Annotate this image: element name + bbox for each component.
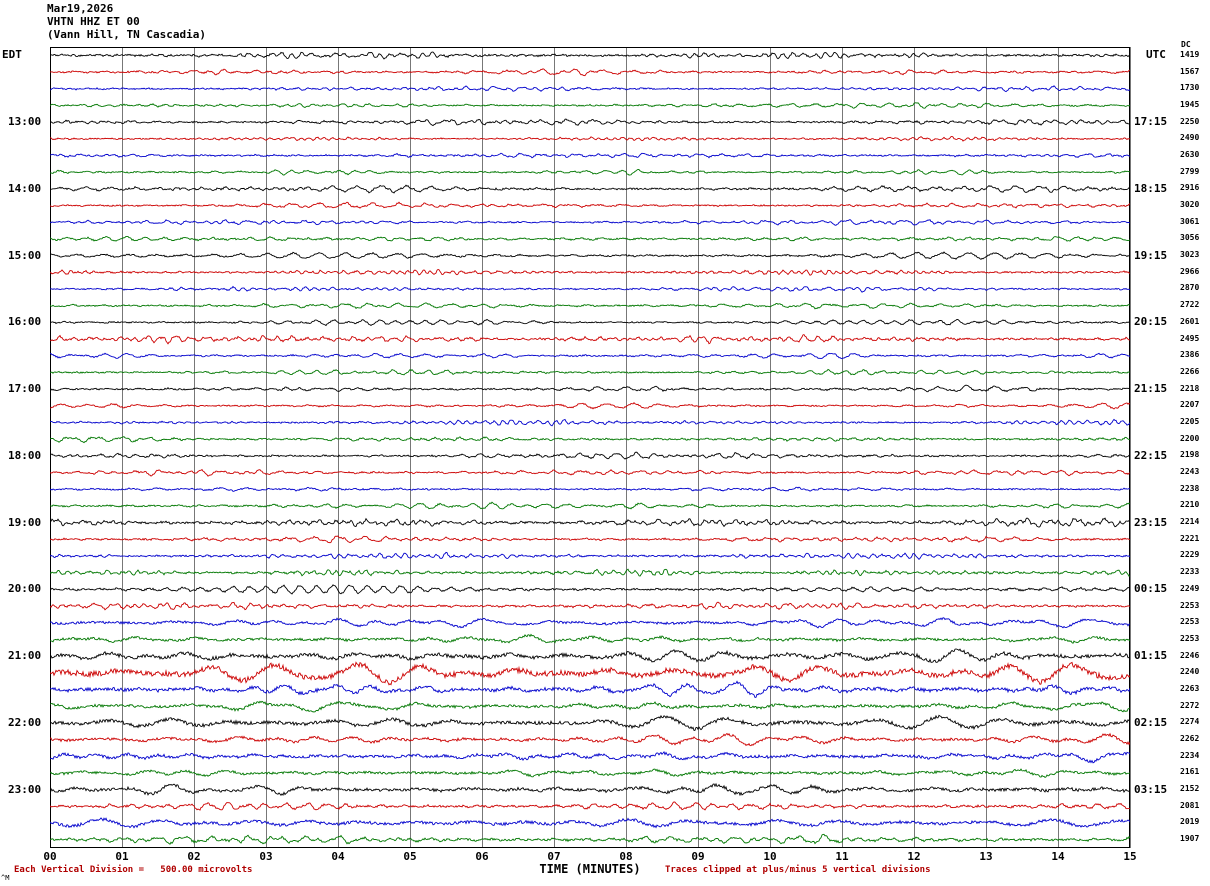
left-hour-label: 13:00 bbox=[8, 115, 42, 129]
right-hour-label: 20:15 bbox=[1134, 315, 1168, 329]
dc-value: 2966 bbox=[1180, 266, 1200, 276]
dc-value: 2152 bbox=[1180, 784, 1200, 794]
dc-value: 2262 bbox=[1180, 734, 1200, 744]
x-tick-label: 14 bbox=[1051, 850, 1065, 863]
vertical-division-note: Each Vertical Division = 500.00 microvol… bbox=[14, 865, 253, 875]
dc-value: 2243 bbox=[1180, 467, 1200, 477]
left-hour-label: 22:00 bbox=[8, 715, 42, 729]
x-tick-label: 08 bbox=[619, 850, 633, 863]
x-tick-label: 07 bbox=[547, 850, 561, 863]
dc-value: 2161 bbox=[1180, 767, 1200, 777]
dc-value: 2221 bbox=[1180, 533, 1200, 543]
x-tick-label: 15 bbox=[1123, 850, 1137, 863]
right-hour-label: 01:15 bbox=[1134, 649, 1168, 663]
x-axis-label: TIME (MINUTES) bbox=[539, 862, 641, 876]
dc-value: 2250 bbox=[1180, 116, 1200, 126]
dc-value: 2229 bbox=[1180, 550, 1200, 560]
dc-value: 2870 bbox=[1180, 283, 1200, 293]
dc-value: 2233 bbox=[1180, 567, 1200, 577]
right-hour-label: 02:15 bbox=[1134, 715, 1168, 729]
dc-value: 2601 bbox=[1180, 316, 1200, 326]
x-tick-label: 10 bbox=[763, 850, 777, 863]
terminal-artifact: ^M bbox=[1, 874, 10, 882]
dc-value: 2249 bbox=[1180, 583, 1200, 593]
left-hour-label: 20:00 bbox=[8, 582, 42, 596]
left-hour-label: 18:00 bbox=[8, 448, 42, 462]
right-hour-label: 00:15 bbox=[1134, 582, 1168, 596]
dc-value: 1419 bbox=[1180, 49, 1200, 59]
dc-value: 3023 bbox=[1180, 250, 1200, 260]
dc-value: 2916 bbox=[1180, 183, 1200, 193]
dc-value: 2495 bbox=[1180, 333, 1200, 343]
dc-value: 2200 bbox=[1180, 433, 1200, 443]
title-station: VHTN HHZ ET 00 bbox=[47, 15, 140, 28]
dc-value: 2234 bbox=[1180, 750, 1200, 760]
dc-value: 3020 bbox=[1180, 200, 1200, 210]
dc-value: 2019 bbox=[1180, 817, 1200, 827]
right-hour-label: 19:15 bbox=[1134, 248, 1168, 262]
x-tick-label: 06 bbox=[475, 850, 489, 863]
dc-value: 3056 bbox=[1180, 233, 1200, 243]
left-hour-label: 16:00 bbox=[8, 315, 42, 329]
dc-column-header: DC bbox=[1181, 40, 1191, 49]
dc-value: 2205 bbox=[1180, 416, 1200, 426]
left-axis-header: EDT bbox=[2, 48, 22, 61]
dc-value: 3061 bbox=[1180, 216, 1200, 226]
dc-value: 2722 bbox=[1180, 300, 1200, 310]
left-hour-label: 21:00 bbox=[8, 649, 42, 663]
title-date: Mar19,2026 bbox=[47, 2, 114, 15]
x-tick-label: 12 bbox=[907, 850, 921, 863]
dc-value: 2274 bbox=[1180, 717, 1200, 727]
x-tick-label: 13 bbox=[979, 850, 993, 863]
dc-value: 2253 bbox=[1180, 633, 1200, 643]
dc-value: 2238 bbox=[1180, 483, 1200, 493]
dc-value: 1730 bbox=[1180, 83, 1200, 93]
dc-value: 2081 bbox=[1180, 800, 1200, 810]
left-hour-label: 17:00 bbox=[8, 382, 42, 396]
x-tick-label: 00 bbox=[43, 850, 57, 863]
clipping-note: Traces clipped at plus/minus 5 vertical … bbox=[665, 865, 931, 875]
left-hour-label: 15:00 bbox=[8, 248, 42, 262]
left-hour-label: 19:00 bbox=[8, 515, 42, 529]
dc-value: 1907 bbox=[1180, 834, 1200, 844]
left-hour-label: 14:00 bbox=[8, 181, 42, 195]
right-hour-label: 03:15 bbox=[1134, 782, 1168, 796]
x-tick-label: 09 bbox=[691, 850, 705, 863]
dc-value: 2207 bbox=[1180, 400, 1200, 410]
dc-value: 2799 bbox=[1180, 166, 1200, 176]
dc-value: 2253 bbox=[1180, 600, 1200, 610]
dc-value: 2218 bbox=[1180, 383, 1200, 393]
x-tick-label: 11 bbox=[835, 850, 849, 863]
dc-value: 2214 bbox=[1180, 517, 1200, 527]
dc-value: 2386 bbox=[1180, 350, 1200, 360]
right-hour-label: 22:15 bbox=[1134, 448, 1168, 462]
dc-value: 2263 bbox=[1180, 683, 1200, 693]
x-tick-label: 05 bbox=[403, 850, 417, 863]
dc-value: 1567 bbox=[1180, 66, 1200, 76]
dc-value: 2240 bbox=[1180, 667, 1200, 677]
dc-value: 2246 bbox=[1180, 650, 1200, 660]
right-axis-header: UTC bbox=[1146, 48, 1166, 61]
dc-value: 2272 bbox=[1180, 700, 1200, 710]
dc-value: 2210 bbox=[1180, 500, 1200, 510]
right-hour-label: 23:15 bbox=[1134, 515, 1168, 529]
dc-value: 1945 bbox=[1180, 99, 1200, 109]
title-location: (Vann Hill, TN Cascadia) bbox=[47, 28, 206, 41]
x-tick-label: 03 bbox=[259, 850, 273, 863]
dc-value: 2490 bbox=[1180, 133, 1200, 143]
right-hour-label: 21:15 bbox=[1134, 382, 1168, 396]
right-hour-label: 17:15 bbox=[1134, 115, 1168, 129]
left-hour-label: 23:00 bbox=[8, 782, 42, 796]
x-tick-label: 02 bbox=[187, 850, 201, 863]
dc-value: 2198 bbox=[1180, 450, 1200, 460]
x-tick-label: 04 bbox=[331, 850, 345, 863]
dc-value: 2266 bbox=[1180, 366, 1200, 376]
dc-value: 2253 bbox=[1180, 617, 1200, 627]
dc-value: 2630 bbox=[1180, 149, 1200, 159]
right-hour-label: 18:15 bbox=[1134, 181, 1168, 195]
x-tick-label: 01 bbox=[115, 850, 129, 863]
